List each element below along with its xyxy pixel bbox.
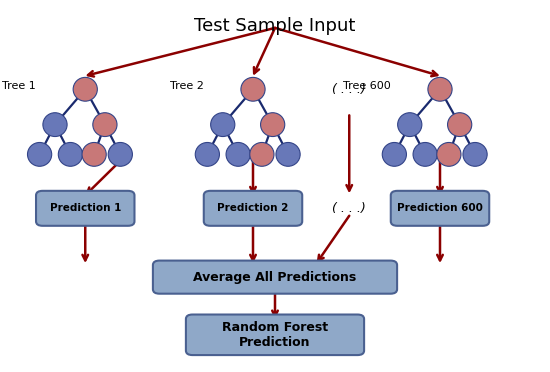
Ellipse shape — [428, 77, 452, 101]
Text: Tree 600: Tree 600 — [343, 81, 390, 90]
Ellipse shape — [398, 113, 422, 137]
Ellipse shape — [82, 142, 106, 166]
Ellipse shape — [448, 113, 472, 137]
Ellipse shape — [413, 142, 437, 166]
Ellipse shape — [58, 142, 82, 166]
Text: Prediction 600: Prediction 600 — [397, 203, 483, 213]
Ellipse shape — [437, 142, 461, 166]
Text: Tree 2: Tree 2 — [169, 81, 204, 90]
Ellipse shape — [93, 113, 117, 137]
Text: Prediction 2: Prediction 2 — [217, 203, 289, 213]
Text: Test Sample Input: Test Sample Input — [194, 17, 356, 35]
Text: ( . . .): ( . . .) — [332, 83, 366, 96]
FancyBboxPatch shape — [36, 191, 134, 226]
FancyBboxPatch shape — [390, 191, 490, 226]
Text: ( . . .): ( . . .) — [332, 202, 366, 215]
Ellipse shape — [276, 142, 300, 166]
Text: Prediction 1: Prediction 1 — [50, 203, 121, 213]
Ellipse shape — [28, 142, 52, 166]
Ellipse shape — [211, 113, 235, 137]
Ellipse shape — [250, 142, 274, 166]
Ellipse shape — [241, 77, 265, 101]
FancyBboxPatch shape — [186, 314, 364, 355]
Ellipse shape — [108, 142, 133, 166]
Ellipse shape — [261, 113, 285, 137]
FancyBboxPatch shape — [153, 260, 397, 294]
Ellipse shape — [463, 142, 487, 166]
Text: Average All Predictions: Average All Predictions — [194, 271, 356, 283]
Text: Tree 1: Tree 1 — [2, 81, 36, 90]
Ellipse shape — [226, 142, 250, 166]
Ellipse shape — [43, 113, 67, 137]
Ellipse shape — [195, 142, 219, 166]
Ellipse shape — [382, 142, 406, 166]
Text: Random Forest
Prediction: Random Forest Prediction — [222, 321, 328, 349]
FancyBboxPatch shape — [204, 191, 302, 226]
Ellipse shape — [73, 77, 97, 101]
